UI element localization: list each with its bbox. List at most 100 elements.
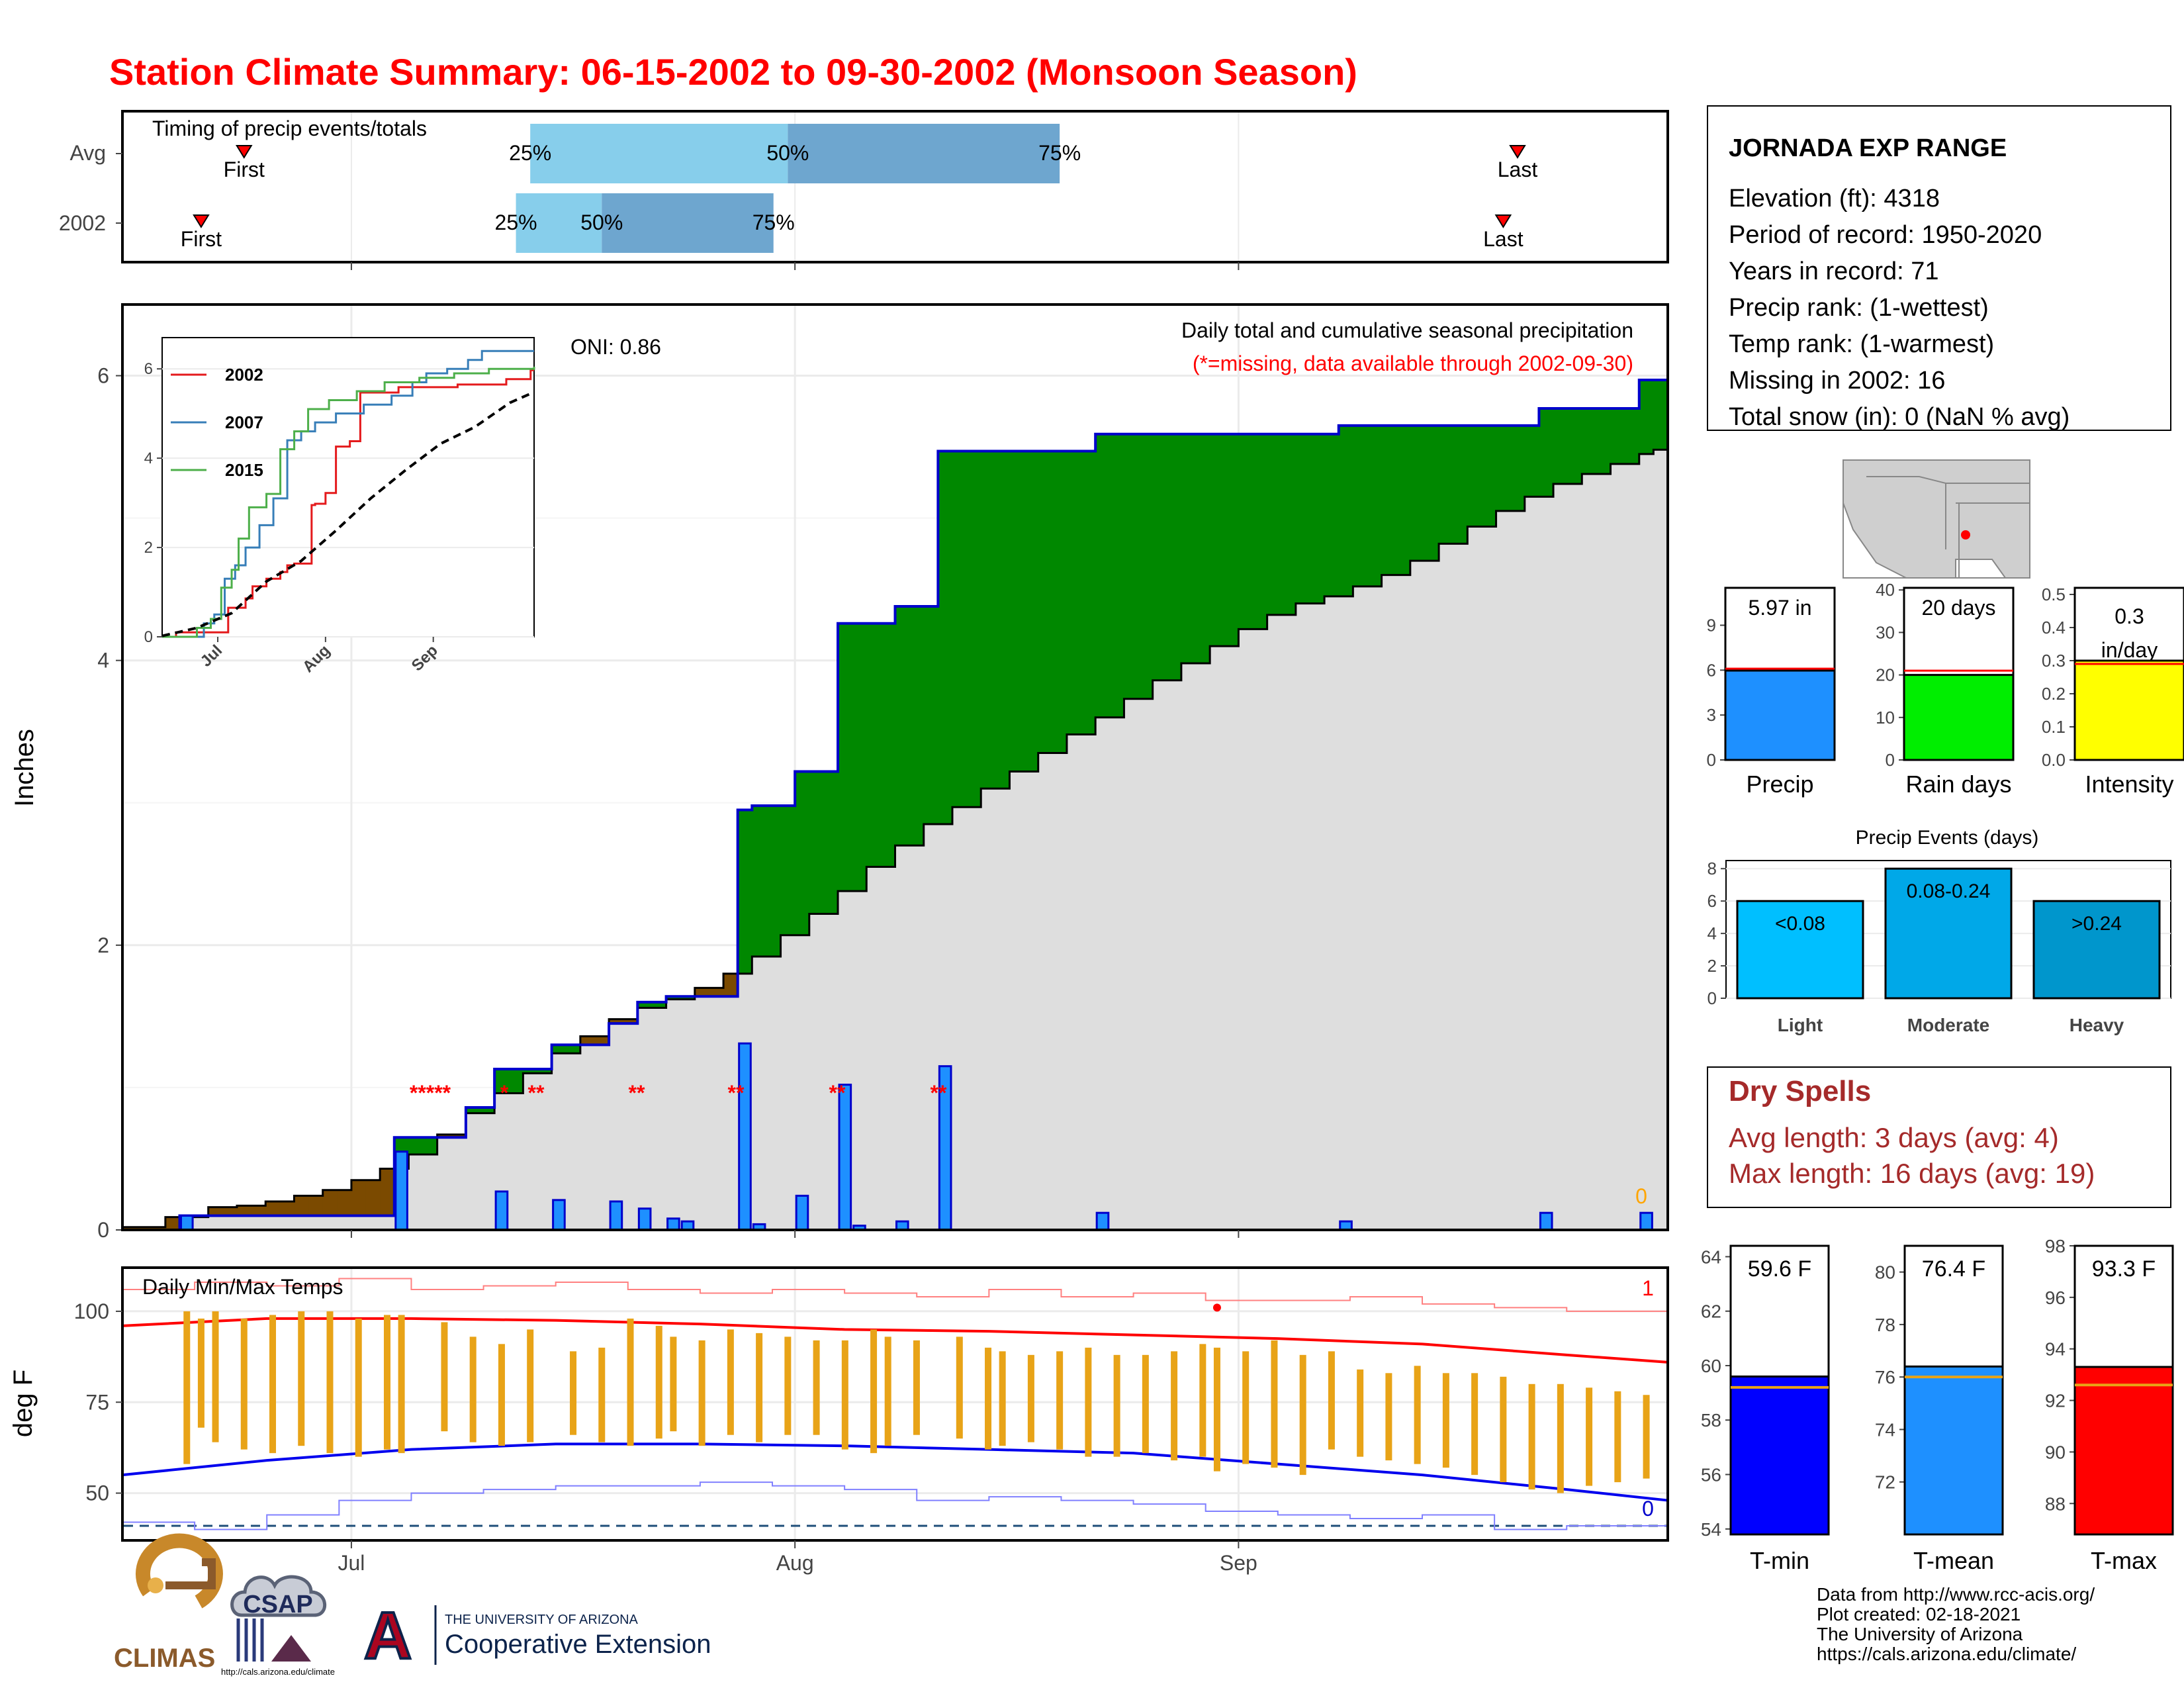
temp-range-bar-16 xyxy=(627,1318,634,1446)
timing-first-marker-2002 xyxy=(193,214,210,228)
below-average-area xyxy=(236,1205,252,1216)
dry-spells-max-length: Max length: 16 days (avg: 19) xyxy=(1729,1158,2095,1189)
events-category-Light: Light xyxy=(1778,1015,1823,1035)
summary-value-Precip: 5.97 in xyxy=(1748,596,1811,620)
timing-p50-label-Avg: 50% xyxy=(766,141,809,165)
summary-bar-Intensity xyxy=(2073,659,2184,761)
above-average-area xyxy=(1410,425,1426,561)
missing-count: 0 xyxy=(1635,1184,1647,1208)
temp-range-bar-10 xyxy=(441,1322,448,1432)
above-average-area xyxy=(1181,434,1197,663)
above-average-area xyxy=(1424,425,1439,561)
precip-ytick-label-0: 0 xyxy=(97,1218,109,1242)
daily-precip-bar-18 xyxy=(1639,1211,1653,1231)
main-xtick-label-2: Sep xyxy=(1220,1551,1257,1575)
inset-ytick-label-2: 4 xyxy=(144,449,153,467)
station-info-box: JORNADA EXP RANGE Elevation (ft): 4318 P… xyxy=(1707,105,2171,431)
temp-panel-background xyxy=(122,1268,1668,1540)
temp-range-bar-17 xyxy=(655,1325,662,1439)
timing-panel-label: Timing of precip events/totals xyxy=(152,117,427,140)
csap-logo-url: http://cals.arizona.edu/climate xyxy=(221,1667,335,1677)
temp-range-bar-9 xyxy=(398,1315,405,1454)
missing-mark-1: * xyxy=(500,1081,509,1105)
events-bar-range-Light: <0.08 xyxy=(1775,913,1825,935)
below-average-area xyxy=(222,1207,238,1216)
above-average-area xyxy=(1396,425,1411,575)
above-average-area xyxy=(1453,425,1468,544)
csap-logo: CSAP http://cals.arizona.edu/climate xyxy=(221,1575,335,1677)
inset-ytick-label-1: 2 xyxy=(144,539,153,557)
below-average-area xyxy=(322,1190,338,1216)
below-average-area xyxy=(451,1134,467,1138)
tbar-label-T-min: T-min xyxy=(1750,1547,1809,1574)
footer-line-created: Plot created: 02-18-2021 xyxy=(1817,1604,2021,1624)
timing-p75-label-Avg: 75% xyxy=(1038,141,1081,165)
precip-panel: 0 2 4 6 Inches ONI: 0.86 Daily total and cu… xyxy=(10,303,1669,1242)
below-average-area xyxy=(351,1180,367,1216)
precip-areas xyxy=(122,378,1668,1231)
inset-legend-label-2002: 2002 xyxy=(225,365,263,385)
temp-range-bar-22 xyxy=(784,1336,792,1435)
temp-range-bar-29 xyxy=(985,1347,992,1450)
summary-label-Precip: Precip xyxy=(1746,771,1813,798)
above-average-area xyxy=(1210,434,1225,647)
summary-ytick-label-Intensity-2: 0.2 xyxy=(2042,684,2066,704)
timing-p75-label-2002: 75% xyxy=(752,211,795,234)
temp-range-bar-44 xyxy=(1385,1373,1392,1461)
temp-range-bar-39 xyxy=(1242,1351,1250,1464)
summary-value-Rain days: 20 days xyxy=(1921,596,1995,620)
temp-line-record-high xyxy=(122,1278,1668,1323)
tbar-ytick-label-T-mean-3: 78 xyxy=(1875,1315,1895,1335)
above-average-area xyxy=(1138,434,1154,699)
station-name: JORNADA EXP RANGE xyxy=(1729,134,2007,162)
missing-mark-6: ** xyxy=(931,1081,947,1105)
below-average-area xyxy=(709,988,724,997)
precip-panel-frame xyxy=(121,303,1669,1231)
temp-range-bar-20 xyxy=(727,1329,734,1435)
temp-y-label: deg F xyxy=(9,1370,38,1437)
below-average-area xyxy=(623,1019,638,1024)
timing-bar-lower-Avg xyxy=(530,124,788,183)
precip-y-label: Inches xyxy=(10,729,39,807)
daily-precip-bar-2 xyxy=(494,1190,509,1231)
footer-line-university: The University of Arizona xyxy=(1817,1624,2023,1644)
events-ytick-label-0: 0 xyxy=(1707,988,1717,1008)
temp-range-bar-2 xyxy=(212,1311,219,1442)
summary-bar-Rain days xyxy=(1903,674,2015,761)
above-average-area xyxy=(938,451,953,825)
region-map-shape xyxy=(1843,459,2030,579)
above-average-area xyxy=(1109,434,1125,718)
temp-range-bar-43 xyxy=(1357,1369,1364,1457)
above-average-area xyxy=(1596,408,1612,474)
below-average-area xyxy=(208,1207,223,1216)
temp-range-bar-12 xyxy=(498,1344,505,1446)
temperature-bar-charts: 54 56 58 60 62 64 59.6 F T-min 72 74 76 78 80 76.4 F T… xyxy=(1701,1236,2174,1574)
missing-mark-3: ** xyxy=(629,1081,645,1105)
temp-range-bar-0 xyxy=(183,1311,191,1464)
above-average-area xyxy=(1653,379,1668,450)
events-bar-Heavy xyxy=(2032,900,2161,1000)
temp-range-bar-32 xyxy=(1056,1351,1064,1450)
summary-bar-charts: 0 3 6 9 5.97 in Precip 0 10 20 30 40 20 days Rain da… xyxy=(1707,580,2184,798)
climas-logo-sun xyxy=(148,1577,163,1593)
below-average-area xyxy=(609,1019,624,1024)
above-average-area xyxy=(680,996,696,1000)
above-average-area xyxy=(952,451,968,808)
timing-p25-label-Avg: 25% xyxy=(509,141,551,165)
events-ytick-label-2: 4 xyxy=(1707,923,1717,943)
summary-value-unit-Intensity: in/day xyxy=(2101,638,2158,662)
daily-precip-bar-15 xyxy=(1095,1211,1110,1231)
daily-precip-bar-8 xyxy=(738,1042,752,1231)
above-average-area xyxy=(1081,451,1096,735)
daily-precip-bar-10 xyxy=(795,1194,809,1231)
footer-line-data-source: Data from http://www.rcc-acis.org/ xyxy=(1817,1584,2095,1605)
summary-ytick-label-Intensity-1: 0.1 xyxy=(2042,717,2066,737)
dry-spells-box: Dry Spells Avg length: 3 days (avg: 4) M… xyxy=(1707,1066,2171,1208)
missing-data-note: (*=missing, data available through 2002-… xyxy=(1193,352,1633,375)
temp-range-bar-49 xyxy=(1528,1383,1535,1490)
events-bar-Light xyxy=(1736,900,1864,1000)
below-average-area xyxy=(337,1190,352,1216)
station-temp-rank: Temp rank: (1-warmest) xyxy=(1729,330,1994,358)
above-average-area xyxy=(923,606,938,825)
daily-precip-bar-3 xyxy=(552,1199,566,1231)
